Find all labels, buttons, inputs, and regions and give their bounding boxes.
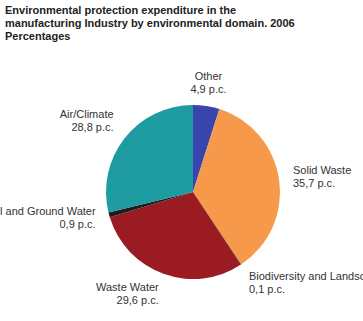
svg-text:Waste Water29,6 p.c.: Waste Water29,6 p.c. bbox=[96, 281, 159, 306]
svg-text:Air/Climate28,8 p.c.: Air/Climate28,8 p.c. bbox=[60, 108, 114, 133]
svg-text:Biodiversity and Landscape0,1: Biodiversity and Landscape0,1 p.c. bbox=[249, 270, 355, 295]
svg-text:Soil and Ground Water0,9 p.c.: Soil and Ground Water0,9 p.c. bbox=[8, 205, 96, 230]
svg-text:Other4,9 p.c.: Other4,9 p.c. bbox=[190, 70, 226, 95]
svg-text:Solid Waste35,7 p.c.: Solid Waste35,7 p.c. bbox=[293, 164, 351, 189]
html-text:Percentages: Percentages bbox=[5, 30, 71, 42]
html-text:Environmental protection expen: Environmental protection expenditure in … bbox=[5, 4, 295, 29]
